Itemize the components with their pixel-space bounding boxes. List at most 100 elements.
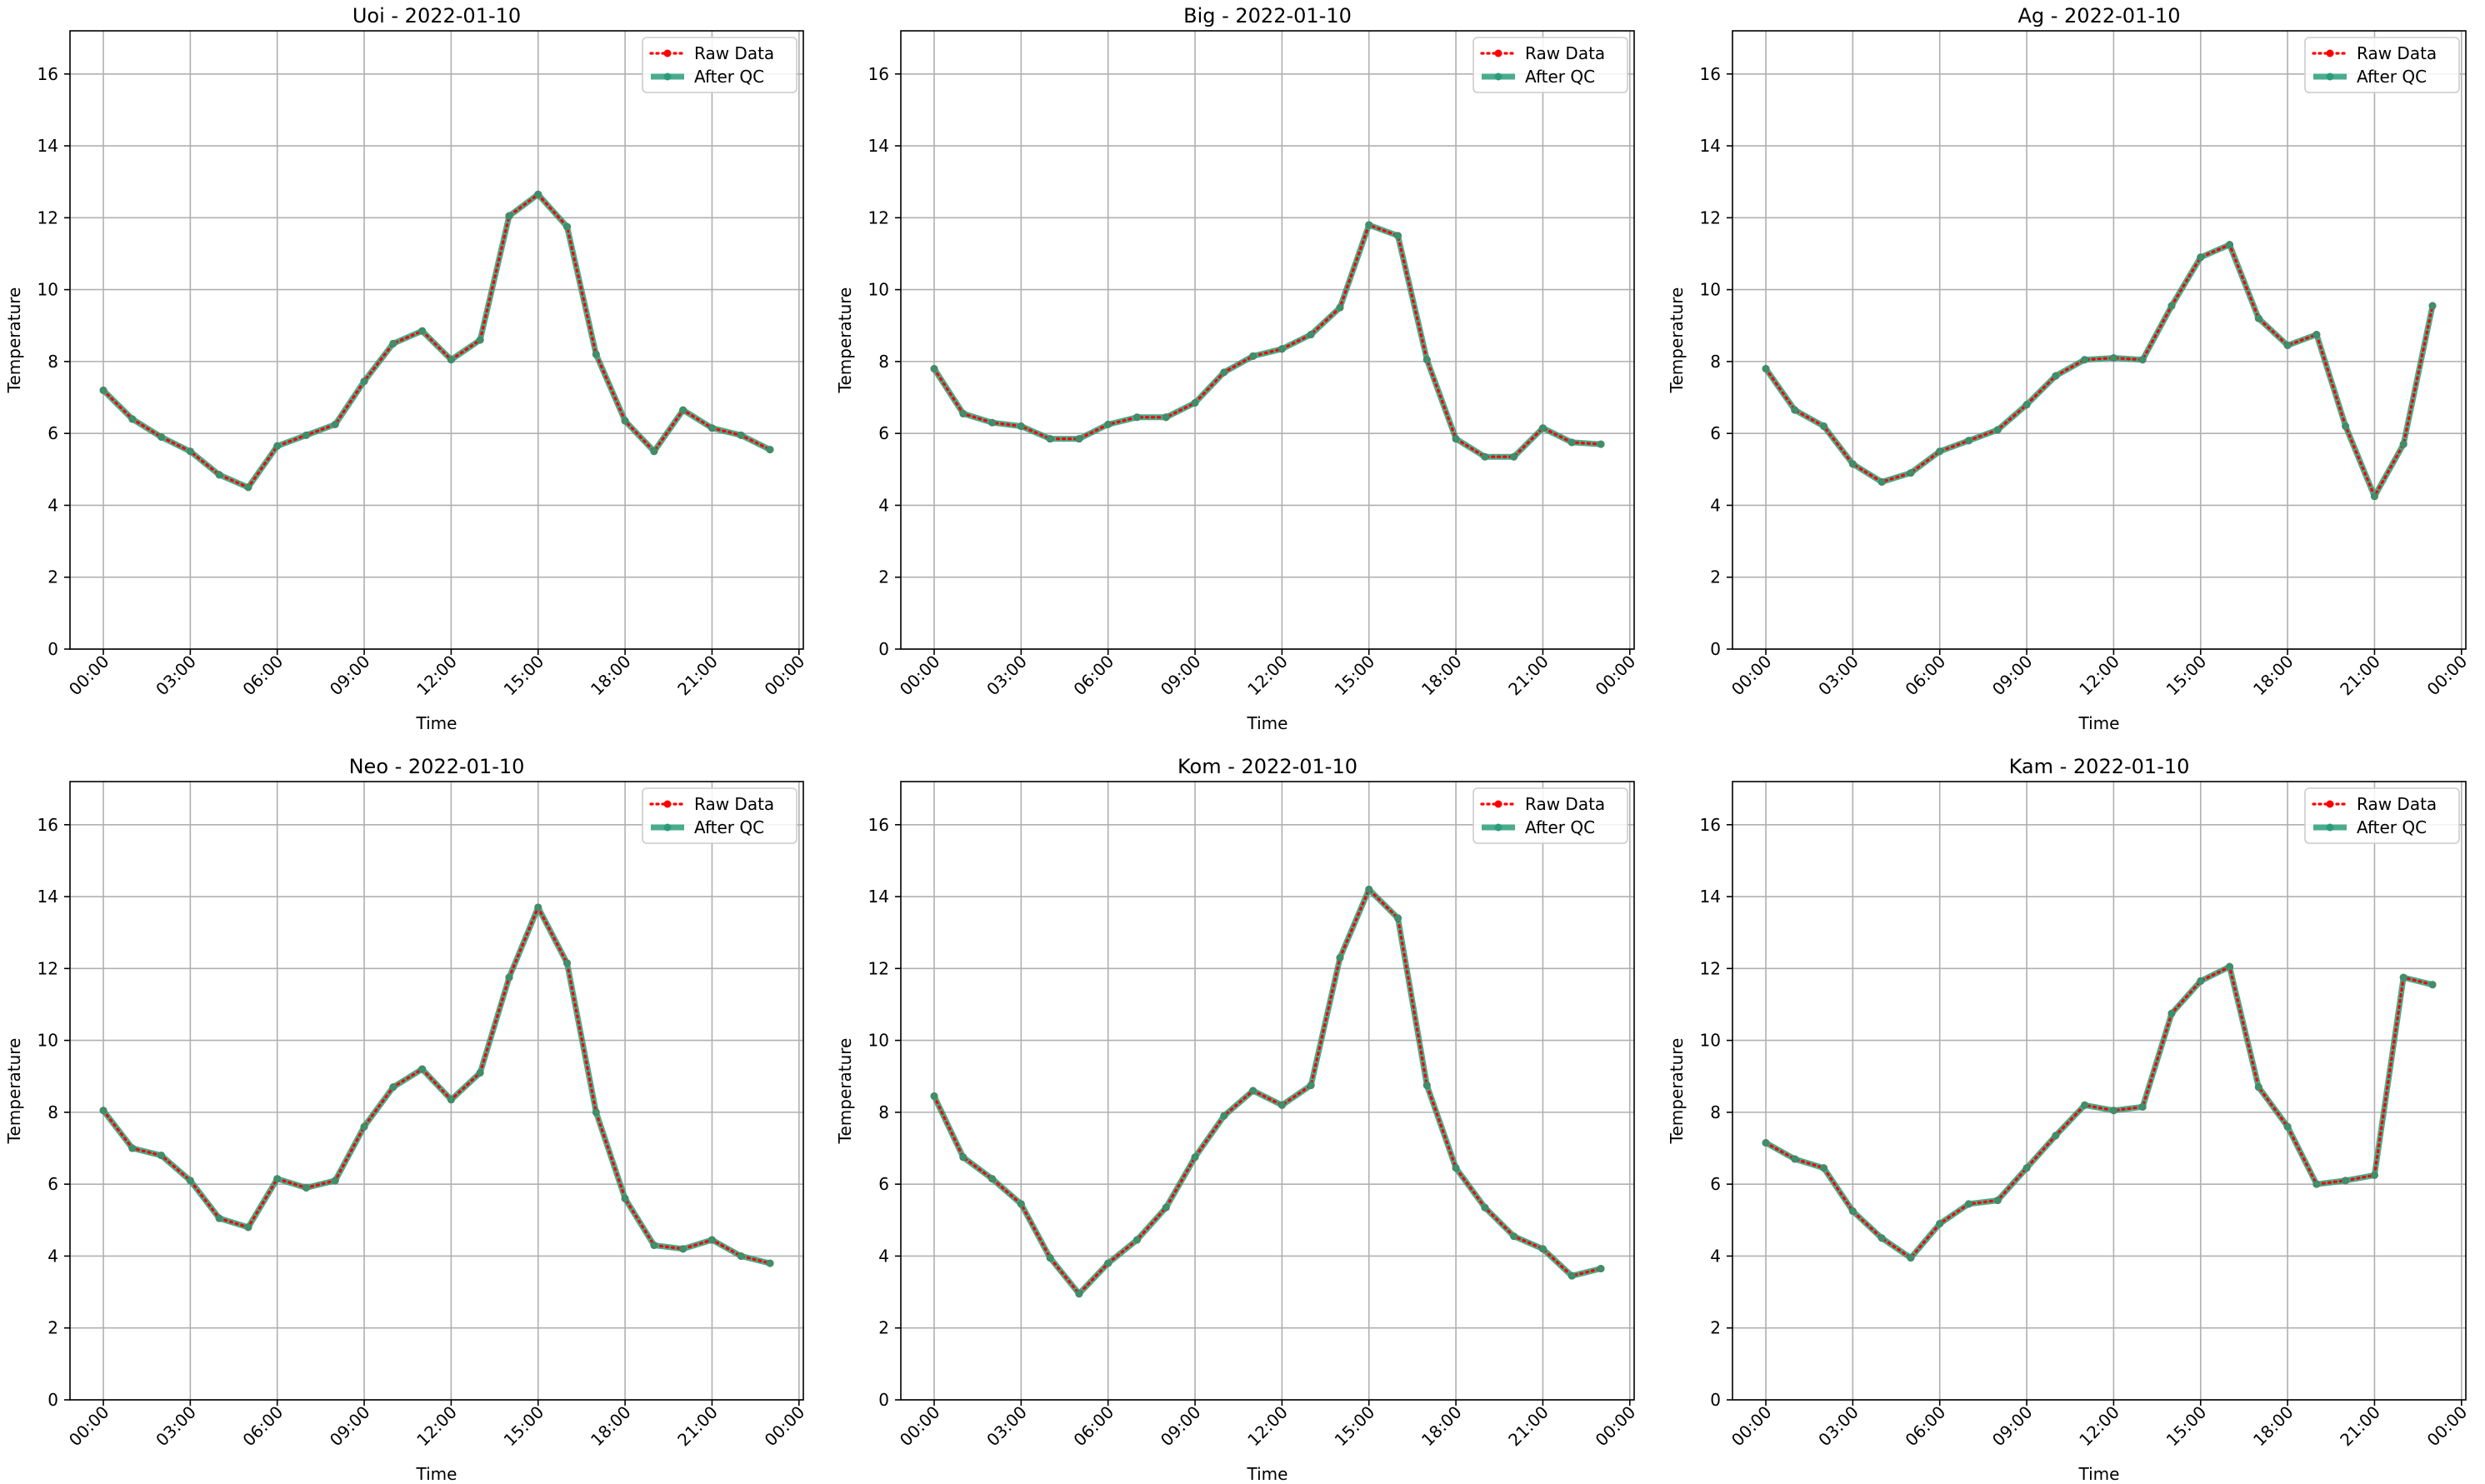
x-tick-label: 15:00: [1331, 1402, 1379, 1451]
after-qc-point: [1964, 437, 1972, 445]
after-qc-point: [447, 1096, 455, 1104]
x-tick-label: 15:00: [1331, 652, 1379, 700]
y-tick-label: 4: [48, 495, 58, 515]
after-qc-point: [621, 417, 629, 425]
after-qc-point: [1568, 438, 1576, 447]
after-qc-point: [534, 190, 542, 198]
x-tick-label: 06:00: [1902, 1402, 1950, 1451]
after-qc-point: [1132, 413, 1141, 422]
after-qc-point: [2168, 1009, 2176, 1017]
after-qc-point: [2342, 1177, 2350, 1185]
after-qc-point: [708, 1236, 716, 1244]
after-qc-point: [766, 1259, 774, 1267]
after-qc-point: [2312, 1180, 2321, 1188]
x-tick-label: 18:00: [1418, 652, 1466, 700]
after-qc-point: [1394, 232, 1402, 240]
after-qc-point: [476, 336, 484, 344]
after-qc-point: [273, 442, 282, 450]
after-qc-point: [1452, 1164, 1460, 1172]
legend-qc-marker: [1494, 823, 1502, 832]
x-tick-label: 06:00: [239, 1402, 288, 1451]
subplot-3: 0 2 4 6 8 10 12 14 16 00:00 03:00 06:00 09:00 12:00 15…: [1667, 4, 2471, 733]
y-tick-label: 16: [868, 815, 889, 835]
after-qc-point: [650, 447, 658, 456]
after-qc-point: [592, 350, 600, 358]
after-qc-point: [2052, 372, 2060, 380]
after-qc-point: [1307, 1082, 1315, 1090]
after-qc-point: [99, 1107, 108, 1115]
after-qc-point: [2109, 354, 2118, 362]
y-tick-label: 6: [1710, 1174, 1721, 1194]
after-qc-point: [650, 1242, 658, 1249]
after-qc-point: [331, 1177, 339, 1185]
y-tick-label: 16: [38, 815, 58, 835]
after-qc-point: [2428, 981, 2437, 989]
after-qc-point: [988, 1175, 997, 1183]
x-tick-label: 00:00: [896, 652, 944, 700]
after-qc-point: [1538, 1245, 1547, 1253]
y-axis-label: Temperature: [1667, 287, 1687, 394]
subplot-2: 0 2 4 6 8 10 12 14 16 00:00 03:00 06:00 09:00 12:00 15…: [835, 4, 1639, 733]
y-tick-label: 12: [1700, 207, 1721, 227]
legend-raw-marker: [663, 800, 672, 808]
legend: Raw Data After QC: [642, 37, 798, 93]
after-qc-point: [1936, 447, 1944, 456]
y-axis-label: Temperature: [835, 1038, 855, 1145]
after-qc-point: [1365, 221, 1373, 229]
after-qc-point: [621, 1194, 629, 1202]
after-qc-point: [1568, 1272, 1576, 1280]
y-tick-label: 10: [868, 280, 889, 300]
after-qc-point: [1848, 1207, 1857, 1216]
y-tick-label: 8: [48, 352, 58, 372]
after-qc-point: [2399, 440, 2408, 448]
after-qc-point: [1481, 1203, 1489, 1212]
x-tick-label: 21:00: [1504, 1402, 1552, 1451]
after-qc-point: [1878, 1234, 1886, 1242]
x-tick-label: 03:00: [982, 1402, 1031, 1451]
legend-raw-label: Raw Data: [694, 794, 774, 814]
x-tick-label: 15:00: [2162, 652, 2211, 700]
after-qc-point: [2226, 241, 2234, 249]
series-line-raw-data: [1764, 964, 2434, 1260]
after-qc-point: [2283, 1122, 2292, 1131]
x-tick-label: 21:00: [2336, 652, 2384, 700]
after-qc-point: [389, 339, 398, 347]
x-tick-label: 09:00: [326, 1402, 374, 1451]
x-axis-label: Time: [2078, 713, 2120, 733]
subplot-1: 0 2 4 6 8 10 12 14 16 00:00 03:00 06:00 09:00 12:00 15…: [4, 4, 808, 733]
legend-qc-marker: [1494, 72, 1502, 81]
x-tick-label: 21:00: [1504, 652, 1552, 700]
x-tick-label: 09:00: [1157, 1402, 1205, 1451]
after-qc-point: [1510, 452, 1518, 461]
x-tick-label: 09:00: [1157, 652, 1205, 700]
after-qc-point: [1220, 368, 1228, 377]
x-tick-label: 12:00: [412, 652, 461, 700]
subplot-title: Kam - 2022-01-10: [2009, 755, 2190, 778]
x-tick-label: 09:00: [1988, 1402, 2037, 1451]
after-qc-point: [1510, 1232, 1518, 1241]
legend-qc-label: After QC: [2357, 67, 2427, 87]
after-qc-point: [2370, 492, 2378, 501]
y-tick-label: 2: [878, 567, 889, 587]
after-qc-point: [1993, 1197, 2002, 1205]
after-qc-point: [1017, 1200, 1025, 1208]
after-qc-point: [1791, 406, 1799, 414]
series-line-after-qc: [931, 886, 1604, 1297]
x-tick-label: 18:00: [2249, 1402, 2298, 1451]
series-line-raw-data: [1764, 242, 2434, 500]
y-tick-label: 16: [1700, 815, 1721, 835]
after-qc-point: [505, 973, 513, 982]
after-qc-point: [2370, 1171, 2378, 1179]
after-qc-point: [1075, 1290, 1083, 1298]
after-qc-point: [447, 356, 455, 364]
after-qc-point: [331, 420, 339, 428]
after-qc-point: [592, 1108, 600, 1117]
x-tick-label: 00:00: [1728, 652, 1776, 700]
y-tick-label: 16: [868, 64, 889, 84]
after-qc-point: [1104, 420, 1112, 428]
after-qc-point: [959, 1153, 968, 1162]
y-tick-label: 2: [48, 1318, 58, 1338]
after-qc-point: [1336, 303, 1344, 312]
y-tick-label: 0: [48, 639, 58, 659]
y-tick-label: 8: [878, 1102, 889, 1122]
